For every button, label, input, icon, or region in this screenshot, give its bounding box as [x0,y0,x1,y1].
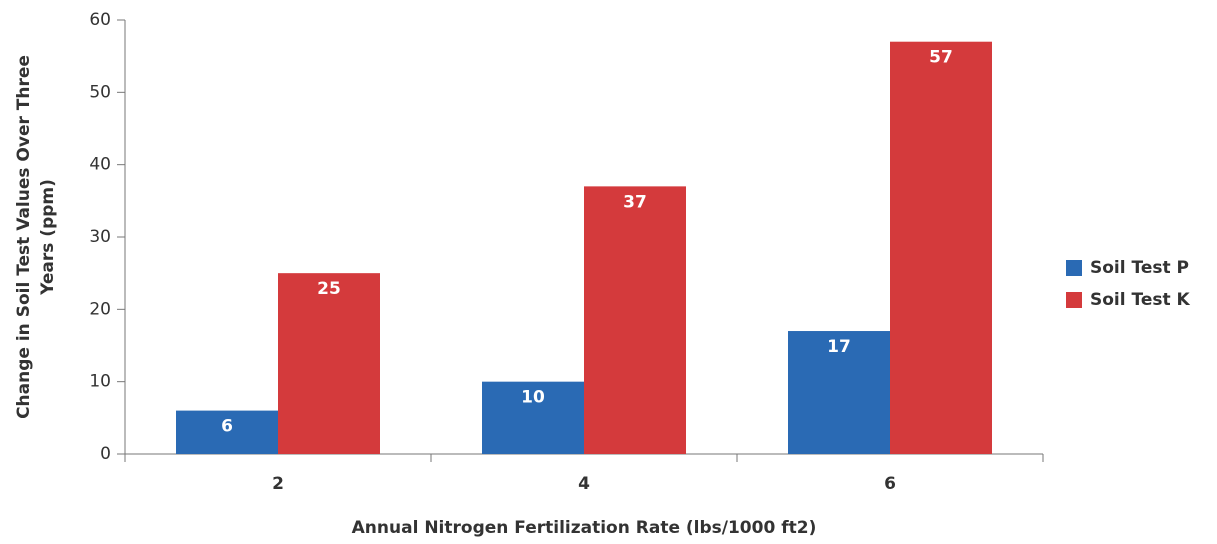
y-tick-label: 60 [89,10,111,30]
y-axis-label-line: Years (ppm) [38,179,58,296]
bar [482,381,584,454]
x-axis-label: Annual Nitrogen Fertilization Rate (lbs/… [352,518,817,538]
y-axis-label: Change in Soil Test Values Over Three Ye… [14,55,58,419]
x-tick-label: 6 [884,474,896,494]
legend-swatch [1066,260,1082,276]
y-tick-label: 50 [89,82,111,102]
legend-swatch [1066,292,1082,308]
y-axis-label-line: Change in Soil Test Values Over Three [14,55,34,419]
bar [278,273,380,454]
data-label: 17 [827,337,851,357]
y-tick-label: 0 [100,444,111,464]
y-tick-label: 20 [89,299,111,319]
bar [890,41,992,454]
x-tick-label: 2 [272,474,284,494]
data-label: 10 [521,388,545,408]
y-tick-label: 40 [89,155,111,175]
data-label: 25 [317,279,341,299]
y-tick-label: 10 [89,372,111,392]
bar [584,186,686,454]
bar [176,410,278,454]
data-label: 57 [929,48,953,68]
data-label: 6 [221,417,233,437]
legend-label: Soil Test P [1090,258,1189,278]
x-tick-label: 4 [578,474,590,494]
y-tick-label: 30 [89,227,111,247]
data-label: 37 [623,192,647,212]
bar [788,331,890,454]
legend-label: Soil Test K [1090,290,1191,310]
